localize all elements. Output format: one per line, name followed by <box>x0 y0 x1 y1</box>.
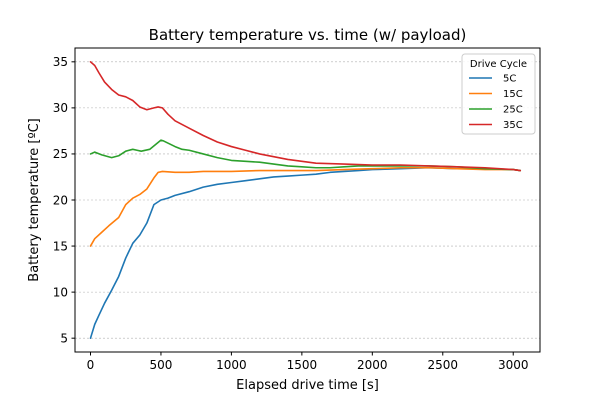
x-tick-label: 2000 <box>357 358 388 372</box>
y-axis-label: Battery temperature [ºC] <box>27 118 42 281</box>
y-tick-label: 15 <box>53 239 68 253</box>
legend-items: 5C 15C 25C 35C <box>469 74 523 131</box>
x-tick-label: 500 <box>150 358 173 372</box>
legend-box <box>461 53 536 135</box>
x-tick-label: 3000 <box>498 358 529 372</box>
y-tick-label: 5 <box>60 331 68 345</box>
x-tick-label: 2500 <box>427 358 458 372</box>
y-tick-label: 35 <box>53 55 68 69</box>
chart-title: Battery temperature vs. time (w/ payload… <box>149 26 467 44</box>
x-axis-label: Elapsed drive time [s] <box>236 378 379 393</box>
x-tick-label: 0 <box>87 358 95 372</box>
y-tick-label: 20 <box>53 193 68 207</box>
series-line-5c <box>89 166 522 339</box>
legend-label-15c: 15C <box>503 89 523 100</box>
legend-title: Drive Cycle <box>470 59 527 70</box>
legend: Drive Cycle 5C 15C 25C 35C <box>461 53 536 135</box>
x-axis-ticks: 0 500 1000 1500 2000 2500 3000 <box>87 352 529 372</box>
series-lines <box>89 61 522 339</box>
legend-label-35c: 35C <box>503 120 523 131</box>
y-axis-ticks: 5 10 15 20 25 30 35 <box>53 55 75 345</box>
series-line-15c <box>89 166 522 247</box>
series-line-35c <box>89 61 522 172</box>
y-tick-label: 10 <box>53 285 68 299</box>
series-line-25c <box>89 139 522 172</box>
y-tick-label: 30 <box>53 101 68 115</box>
x-tick-label: 1000 <box>216 358 247 372</box>
legend-label-5c: 5C <box>503 74 516 85</box>
legend-label-25c: 25C <box>503 105 523 116</box>
x-tick-label: 1500 <box>287 358 318 372</box>
y-tick-label: 25 <box>53 147 68 161</box>
